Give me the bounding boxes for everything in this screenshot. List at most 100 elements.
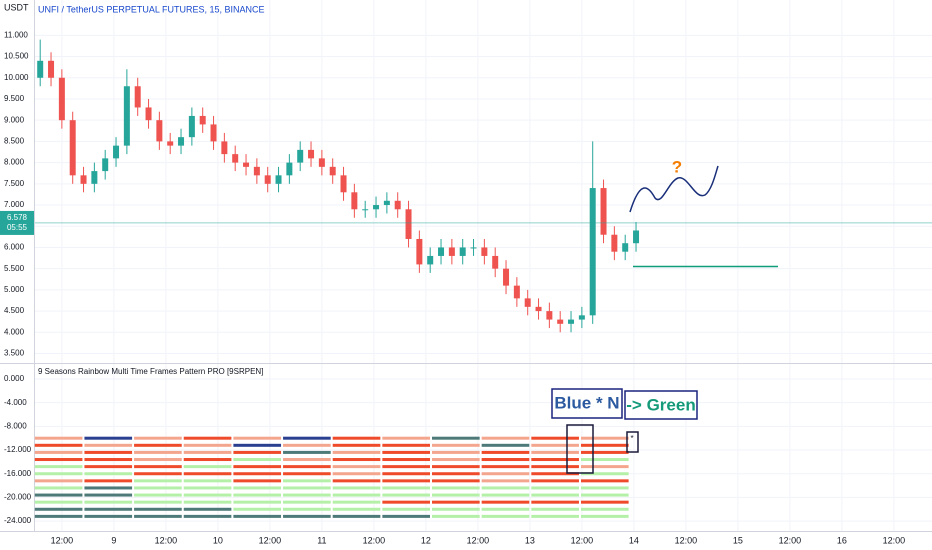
indicator-segment	[531, 458, 579, 462]
candle-body	[481, 247, 488, 256]
annotation-text: -> Green	[626, 395, 695, 414]
indicator-segment	[580, 458, 629, 462]
indicator-segment	[432, 514, 480, 518]
indicator-segment	[432, 458, 480, 462]
candle-body	[308, 149, 315, 159]
indicator-segment	[183, 465, 232, 469]
indicator-segment	[382, 500, 431, 504]
candle-body	[438, 247, 445, 256]
y-tick-label: -4.000	[4, 398, 27, 407]
y-tick-label: 5.500	[4, 264, 25, 273]
indicator-segment	[481, 472, 530, 476]
indicator-segment	[531, 436, 579, 440]
indicator-segment	[233, 514, 282, 518]
indicator-segment	[531, 500, 579, 504]
x-tick-label: 12:00	[467, 535, 490, 545]
x-tick-label: 13	[525, 535, 535, 545]
indicator-segment	[84, 493, 133, 497]
indicator-segment	[580, 465, 629, 469]
indicator-segment	[84, 443, 133, 447]
candle-body	[232, 154, 239, 163]
candle-body	[568, 319, 575, 324]
candle-body	[459, 247, 466, 256]
indicator-segment	[283, 479, 331, 483]
candle-body	[394, 200, 401, 210]
y-tick-label: 0.000	[4, 374, 25, 383]
y-tick-label: 3.500	[4, 349, 25, 358]
indicator-segment	[134, 493, 182, 497]
indicator-segment	[283, 458, 331, 462]
indicator-segment	[481, 479, 530, 483]
indicator-segment	[382, 486, 431, 490]
indicator-segment	[183, 472, 232, 476]
indicator-segment	[531, 479, 579, 483]
candle-body	[589, 188, 596, 316]
indicator-segment	[283, 507, 331, 511]
candle-body	[58, 77, 65, 121]
indicator-segment	[134, 514, 182, 518]
candle-body	[373, 205, 380, 210]
indicator-segment	[34, 493, 83, 497]
indicator-segment	[34, 479, 83, 483]
indicator-segment	[481, 507, 530, 511]
indicator-segment	[283, 436, 331, 440]
indicator-segment	[481, 500, 530, 504]
x-tick-label: 11	[317, 535, 326, 545]
candle-body	[48, 60, 55, 78]
indicator-segment	[283, 450, 331, 454]
indicator-segment	[382, 436, 431, 440]
indicator-segment	[332, 450, 381, 454]
last-price-label: 6.578	[7, 213, 28, 222]
candle-body	[199, 115, 206, 125]
indicator-segment	[183, 443, 232, 447]
indicator-segment	[34, 507, 83, 511]
indicator-segment	[382, 472, 431, 476]
indicator-segment	[382, 450, 431, 454]
indicator-segment	[84, 472, 133, 476]
indicator-segment	[580, 472, 629, 476]
annotation-box	[551, 388, 623, 419]
candle-body	[351, 192, 358, 210]
x-tick-label: 12:00	[51, 535, 74, 545]
indicator-segment	[233, 443, 282, 447]
candle-body	[557, 319, 564, 324]
indicator-segment	[432, 486, 480, 490]
candle-body	[535, 306, 542, 312]
indicator-segment	[134, 479, 182, 483]
chart-title: UNFI / TetherUS PERPETUAL FUTURES, 15, B…	[38, 4, 265, 14]
candle-body	[123, 86, 130, 146]
indicator-segment	[283, 514, 331, 518]
indicator-segment	[134, 465, 182, 469]
indicator-segment	[432, 450, 480, 454]
indicator-segment	[481, 450, 530, 454]
indicator-segment	[432, 436, 480, 440]
indicator-segment	[580, 450, 629, 454]
candle-body	[611, 234, 618, 252]
indicator-segment	[432, 472, 480, 476]
indicator-segment	[332, 493, 381, 497]
annotation-text: *	[630, 434, 633, 443]
indicator-segment	[531, 514, 579, 518]
candle-body	[416, 238, 423, 265]
y-axis-label: USDT	[4, 2, 29, 12]
indicator-segment	[382, 507, 431, 511]
indicator-segment	[332, 472, 381, 476]
indicator-segment	[432, 465, 480, 469]
indicator-segment	[481, 458, 530, 462]
indicator-segment	[34, 458, 83, 462]
indicator-segment	[432, 493, 480, 497]
indicator-segment	[233, 507, 282, 511]
countdown: 05:55	[7, 223, 28, 232]
indicator-segment	[531, 493, 579, 497]
indicator-segment	[183, 507, 232, 511]
indicator-segment	[332, 486, 381, 490]
indicator-segment	[34, 500, 83, 504]
indicator-segment	[531, 486, 579, 490]
candle-body	[513, 285, 520, 299]
candle-body	[253, 166, 260, 176]
indicator-segment	[382, 493, 431, 497]
indicator-segment	[332, 507, 381, 511]
candle-body	[362, 209, 369, 211]
candle-body	[318, 158, 325, 167]
